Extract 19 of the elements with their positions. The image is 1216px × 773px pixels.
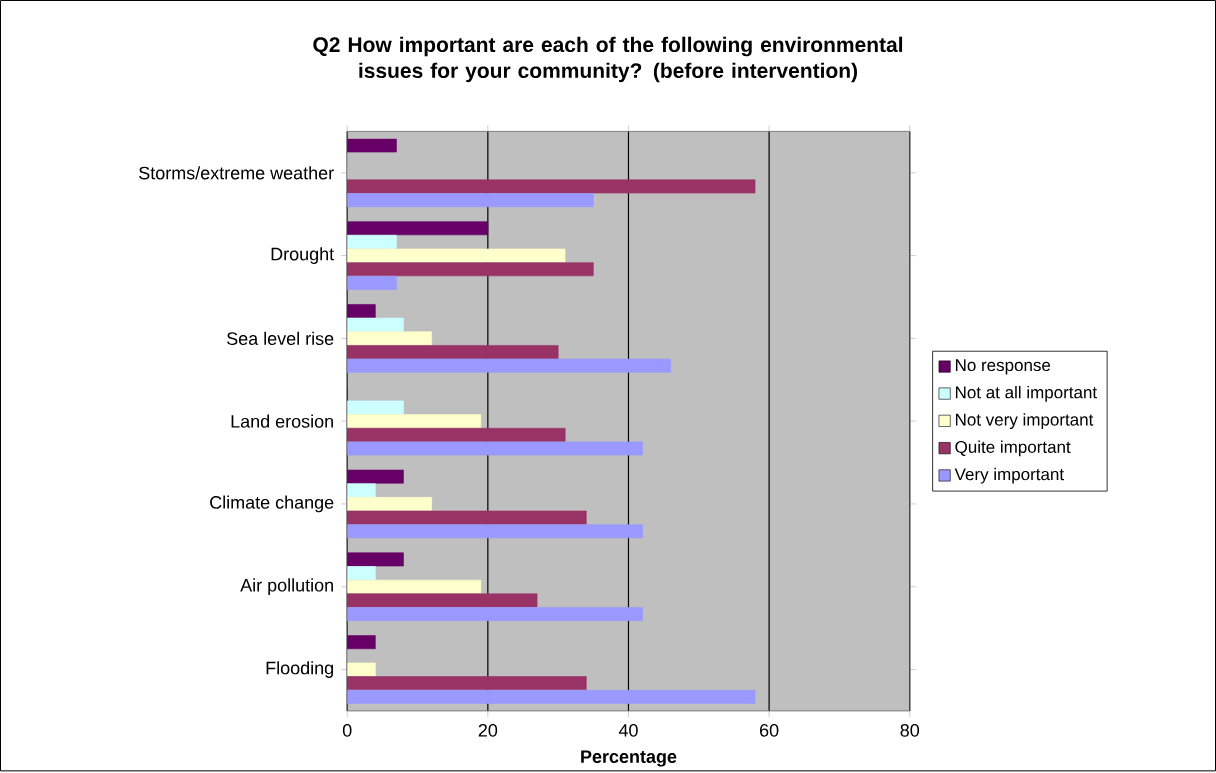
x-tick-label: 80 [900, 723, 920, 737]
x-tick-label: 0 [342, 723, 352, 737]
x-tick-label: 20 [478, 723, 498, 737]
y-tick-label: Sea level rise [227, 331, 334, 345]
y-tick-label: Drought [271, 247, 335, 264]
legend-label: No response [955, 359, 1051, 375]
legend-label: Quite important [955, 440, 1071, 457]
y-tick-label: Storms/extreme weather [139, 166, 334, 180]
chart-title: Q2 How important are each of the following environmental issues for your community? (before intervention) [313, 36, 903, 83]
x-tick-label: 60 [760, 723, 779, 737]
y-tick-label: Flooding [266, 661, 333, 678]
legend-label: Very important [954, 467, 1064, 484]
y-tick-label: Climate change [210, 495, 334, 513]
x-tick-label: 40 [618, 723, 638, 737]
y-tick-label: Land erosion [231, 414, 333, 428]
y-tick-label: Air pollution [240, 578, 333, 595]
legend-label: Not very important [955, 413, 1094, 429]
legend-label: Not at all important [955, 385, 1098, 402]
x-axis-title: Percentage [581, 750, 677, 767]
